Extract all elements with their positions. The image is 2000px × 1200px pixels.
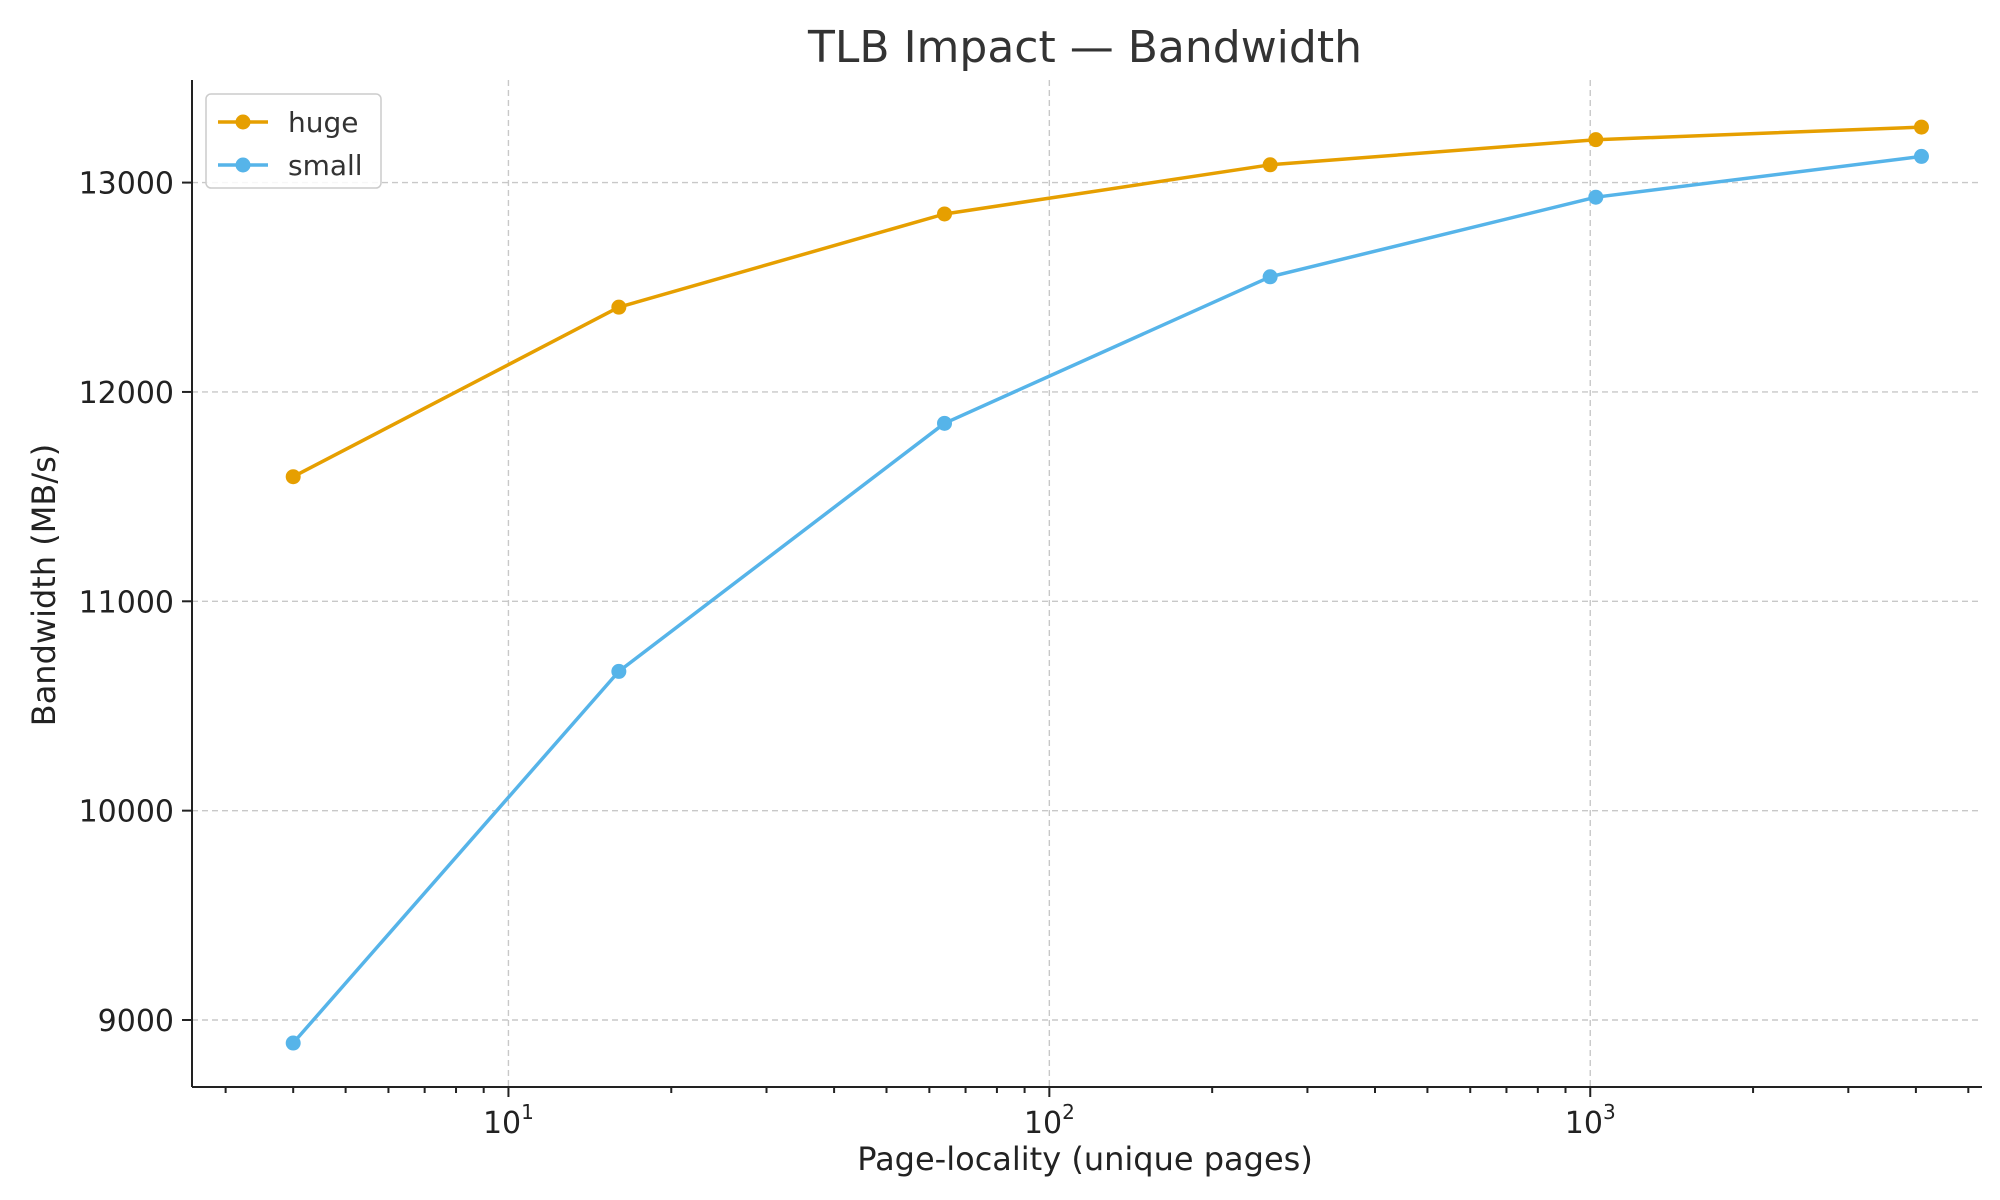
y-axis-label: Bandwidth (MB/s) [25,444,63,727]
grid-layer [192,80,1982,1087]
data-point-huge [1588,132,1604,148]
x-tick-label: 101 [483,1100,534,1141]
series-layer [285,119,1929,1051]
legend: huge small [205,93,382,189]
x-tick-label: 102 [1024,1100,1075,1141]
legend-marker-small [235,157,251,173]
y-tick-label: 12000 [79,376,174,411]
y-tick-label: 9000 [98,1004,174,1039]
x-tick-label: 103 [1565,1100,1616,1141]
series-line-huge [292,125,1922,479]
data-point-small [611,663,627,679]
legend-label-small: small [288,149,363,182]
data-point-huge [1913,119,1929,135]
series-line-small [291,154,1922,1045]
data-point-small [285,1035,301,1051]
y-tick-label: 11000 [79,585,174,620]
data-point-small [937,415,953,431]
axes-layer: 9000 10000 11000 12000 13000 101 102 103 [79,80,1982,1141]
y-tick-label: 13000 [79,167,174,202]
y-tick-label: 10000 [79,795,174,830]
data-point-huge [611,299,627,315]
data-point-huge [937,206,953,222]
chart-title: TLB Impact — Bandwidth [807,22,1362,73]
data-point-small [1262,269,1278,285]
data-point-small [1913,148,1929,164]
legend-marker-huge [235,114,251,130]
data-point-huge [285,469,301,485]
data-point-small [1588,189,1604,205]
x-axis-label: Page-locality (unique pages) [857,1140,1313,1178]
data-point-huge [1262,157,1278,173]
legend-label-huge: huge [288,106,359,139]
